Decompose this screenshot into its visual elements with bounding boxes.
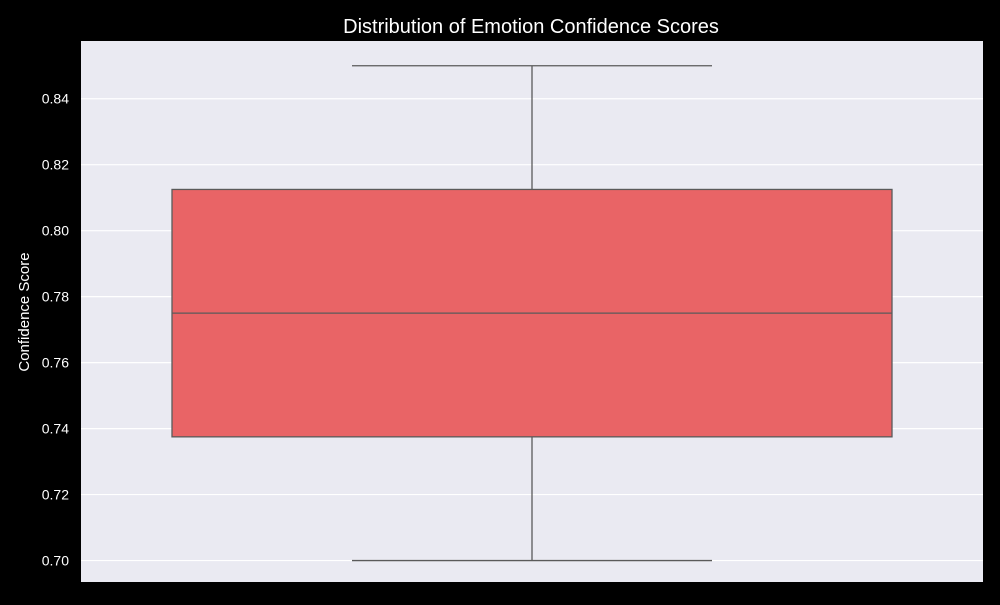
- y-tick-label: 0.76: [42, 355, 69, 371]
- y-tick-label: 0.74: [42, 421, 69, 437]
- y-tick-label: 0.72: [42, 487, 69, 503]
- y-tick-label: 0.70: [42, 553, 69, 569]
- y-tick-label: 0.82: [42, 157, 69, 173]
- chart-title: Distribution of Emotion Confidence Score…: [343, 16, 719, 38]
- y-tick-label: 0.80: [42, 223, 69, 239]
- y-tick-label: 0.84: [42, 91, 69, 107]
- box-group: [171, 65, 893, 562]
- y-axis-label: Confidence Score: [16, 252, 33, 371]
- y-tick-label: 0.78: [42, 289, 69, 305]
- y-axis-ticks: 0.70 0.72 0.74 0.76 0.78 0.80 0.82 0.84: [42, 91, 69, 569]
